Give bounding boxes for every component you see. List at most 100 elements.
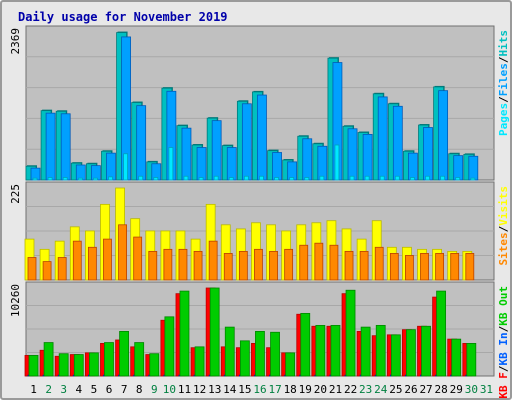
- pages-bar: [47, 177, 53, 181]
- kb-out-bar: [179, 290, 190, 377]
- visits-legend-item: /: [497, 225, 510, 232]
- sites-bar: [42, 261, 52, 281]
- visits-legend-item: Visits: [497, 186, 510, 226]
- x-tick-label: 15: [238, 383, 251, 396]
- sites-bar: [405, 255, 414, 281]
- x-tick-label: 5: [91, 383, 98, 396]
- usage-legend-item: Files: [497, 63, 510, 96]
- kb-out-bar: [390, 334, 401, 377]
- files-bar: [438, 90, 449, 181]
- kb-out-bar: [119, 330, 129, 377]
- x-tick-label: 12: [193, 383, 206, 396]
- kbytes-legend-item: /: [497, 325, 510, 332]
- x-tick-label: 27: [419, 383, 432, 396]
- sites-bar: [57, 257, 67, 281]
- x-tick-label: 13: [208, 383, 221, 396]
- kb-out-bar: [28, 355, 39, 377]
- x-tick-label: 10: [163, 383, 176, 396]
- sites-bar: [299, 244, 309, 281]
- pages-bar: [394, 175, 400, 181]
- sites-bar: [87, 246, 97, 281]
- pages-bar: [77, 177, 83, 181]
- files-bar: [302, 138, 313, 181]
- visits-ymax-label: 225: [9, 184, 22, 204]
- x-tick-label: 28: [435, 383, 448, 396]
- sites-bar: [420, 253, 429, 281]
- sites-bar: [238, 250, 248, 281]
- kb-out-bar: [315, 324, 326, 377]
- sites-bar: [148, 250, 158, 281]
- files-bar: [468, 155, 479, 181]
- sites-bar: [118, 224, 127, 281]
- kb-out-bar: [360, 326, 371, 377]
- x-tick-label: 9: [151, 383, 158, 396]
- x-axis: 1 2 3 4 5 6 7 8 9 10 11 12 13 14 15 16 17 18 19 20 21 22 23 24 2…: [30, 383, 493, 396]
- files-bar: [347, 128, 358, 181]
- files-bar: [211, 120, 222, 181]
- files-bar: [362, 133, 373, 181]
- sites-bar: [208, 240, 218, 281]
- kbytes-legend-item: KB Out: [497, 286, 510, 326]
- kb-out-bar: [239, 340, 250, 377]
- pages-bar: [274, 177, 279, 181]
- sites-bar: [163, 248, 173, 281]
- kb-out-bar: [104, 342, 114, 377]
- visits-legend: Sites/Visits: [497, 186, 510, 266]
- kb-out-bar: [194, 346, 205, 377]
- files-bar: [45, 112, 56, 181]
- visits-legend-item: Sites: [497, 232, 510, 265]
- files-bar: [60, 113, 71, 181]
- kb-out-bar: [300, 312, 311, 377]
- x-tick-label: 3: [60, 383, 67, 396]
- x-tick-label: 22: [344, 383, 357, 396]
- x-tick-label: 26: [404, 383, 417, 396]
- sites-bar: [450, 253, 460, 281]
- x-tick-label: 24: [374, 383, 388, 396]
- kb-out-bar: [406, 329, 416, 377]
- usage-panel: 2369 Pages/Files/Hits: [9, 25, 510, 181]
- pages-bar: [364, 175, 370, 181]
- pages-bar: [228, 177, 234, 181]
- pages-bar: [440, 175, 446, 181]
- usage-ymax-label: 2369: [9, 28, 22, 55]
- sites-bar: [254, 248, 263, 281]
- kb-out-bar: [134, 342, 145, 377]
- pages-bar: [138, 175, 144, 181]
- sites-bar: [389, 253, 399, 281]
- pages-bar: [62, 177, 68, 181]
- x-tick-label: 30: [465, 383, 478, 396]
- sites-bar: [344, 250, 354, 281]
- sites-bar: [374, 246, 384, 281]
- pages-bar: [425, 175, 430, 181]
- pages-bar: [410, 177, 415, 181]
- kb-out-bar: [164, 316, 175, 377]
- x-tick-label: 8: [136, 383, 143, 396]
- x-tick-label: 7: [121, 383, 128, 396]
- x-tick-label: 6: [106, 383, 113, 396]
- usage-legend: Pages/Files/Hits: [497, 30, 510, 136]
- pages-bar: [108, 176, 113, 181]
- pages-bar: [304, 177, 310, 181]
- x-tick-label: 31: [480, 383, 493, 396]
- pages-bar: [92, 177, 98, 181]
- kb-out-bar: [58, 353, 69, 377]
- files-bar: [392, 105, 403, 181]
- files-bar: [136, 105, 147, 181]
- files-bar: [453, 155, 464, 181]
- kb-out-bar: [285, 352, 296, 377]
- pages-bar: [470, 177, 476, 181]
- files-bar: [377, 96, 388, 181]
- sites-bar: [223, 253, 233, 281]
- x-tick-label: 17: [268, 383, 281, 396]
- pages-bar: [289, 177, 295, 181]
- sites-bar: [284, 248, 294, 281]
- pages-bar: [319, 175, 325, 181]
- chart-title: Daily usage for November 2019: [18, 10, 228, 24]
- kbytes-legend-item: /: [497, 365, 510, 372]
- kb-out-bar: [73, 354, 84, 377]
- kb-out-bar: [421, 325, 431, 377]
- kb-out-bar: [345, 289, 356, 377]
- sites-bar: [269, 250, 278, 281]
